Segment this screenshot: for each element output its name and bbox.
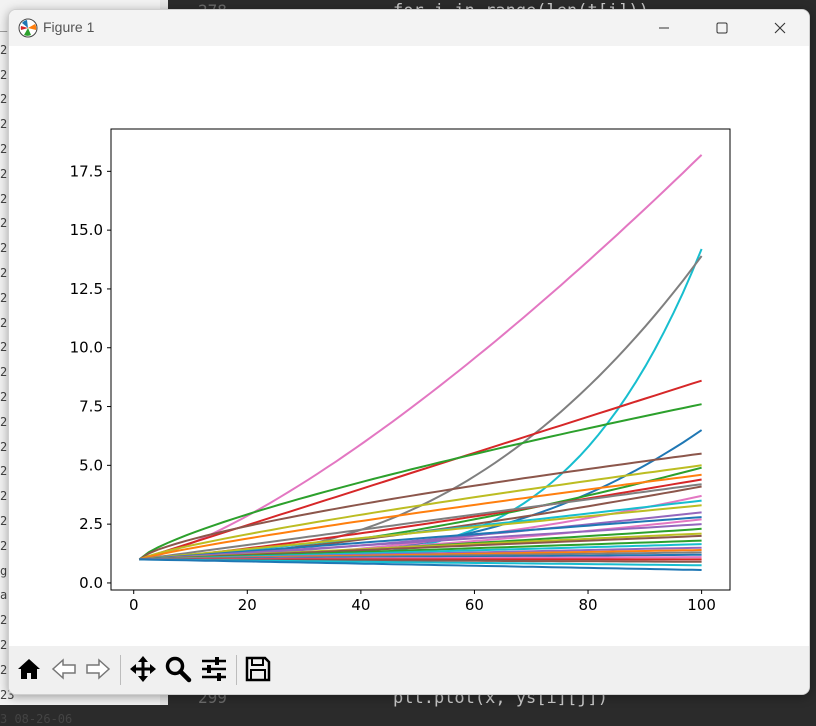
home-icon (18, 659, 40, 679)
move-icon (130, 656, 156, 682)
y-tick-label: 5.0 (79, 456, 103, 474)
y-tick-label: 7.5 (79, 398, 103, 416)
maximize-button[interactable] (693, 10, 751, 46)
series-line-s08 (139, 464, 702, 561)
x-tick-label: 20 (238, 596, 257, 614)
minimize-button[interactable] (635, 10, 693, 46)
title-bar[interactable]: Figure 1 (9, 10, 809, 46)
home-button[interactable] (14, 654, 44, 684)
configure-subplots-button[interactable] (199, 654, 229, 684)
y-tick-label: 15.0 (70, 221, 103, 239)
arrow-left-icon (51, 658, 76, 680)
series-line-s12 (139, 483, 702, 561)
toolbar-separator (236, 655, 237, 685)
background-file-entry: g (0, 563, 8, 578)
navigation-toolbar (9, 646, 809, 694)
zoom-icon (165, 656, 192, 683)
plot-area[interactable]: 0 20 40 60 80 100 0.0 2.5 5.0 7.5 10.0 12.5 15.0 17.… (9, 46, 809, 646)
forward-button[interactable] (83, 654, 113, 684)
figure-window: Figure 1 0 20 40 60 80 100 0.0 2.5 5.0 7.5 10.0 12… (8, 9, 810, 695)
y-tick-label: 2.5 (79, 515, 103, 533)
y-tick-label: 10.0 (70, 339, 103, 357)
y-tick-label: 0.0 (79, 574, 103, 592)
zoom-button[interactable] (163, 654, 193, 684)
maximize-icon (716, 22, 728, 34)
series-line-s01 (139, 154, 703, 561)
series-line-s16 (139, 504, 702, 561)
x-tick-label: 80 (578, 596, 597, 614)
window-title: Figure 1 (43, 19, 95, 35)
x-tick-label: 0 (129, 596, 139, 614)
minimize-icon (659, 27, 669, 29)
sliders-icon (202, 657, 226, 681)
save-icon (245, 656, 271, 682)
close-button[interactable] (751, 10, 809, 46)
background-file-entry: 3 08-26-06 (0, 712, 73, 726)
x-tick-label: 40 (351, 596, 370, 614)
y-tick-label: 12.5 (70, 280, 103, 298)
pan-button[interactable] (128, 654, 158, 684)
x-tick-label: 60 (465, 596, 484, 614)
line-chart[interactable]: 0 20 40 60 80 100 0.0 2.5 5.0 7.5 10.0 12.5 15.0 17.… (9, 46, 809, 646)
series-lines (138, 154, 703, 571)
series-line-s20 (139, 523, 702, 561)
back-button[interactable] (49, 654, 79, 684)
y-tick-label: 17.5 (70, 162, 103, 180)
series-line-s10 (139, 473, 702, 561)
arrow-right-icon (86, 658, 111, 680)
background-file-entry: a (0, 588, 8, 603)
close-icon (774, 22, 786, 34)
axes-frame (110, 128, 731, 591)
y-axis: 0.0 2.5 5.0 7.5 10.0 12.5 15.0 17.5 (70, 162, 111, 592)
x-tick-label: 100 (687, 596, 716, 614)
toolbar-separator (120, 655, 121, 685)
save-button[interactable] (243, 654, 273, 684)
series-line-s34 (139, 558, 702, 571)
series-line-s18 (139, 516, 702, 561)
series-line-s07 (138, 452, 702, 561)
x-axis: 0 20 40 60 80 100 (129, 590, 716, 614)
matplotlib-app-icon (18, 18, 38, 38)
series-line-s05 (138, 403, 702, 561)
